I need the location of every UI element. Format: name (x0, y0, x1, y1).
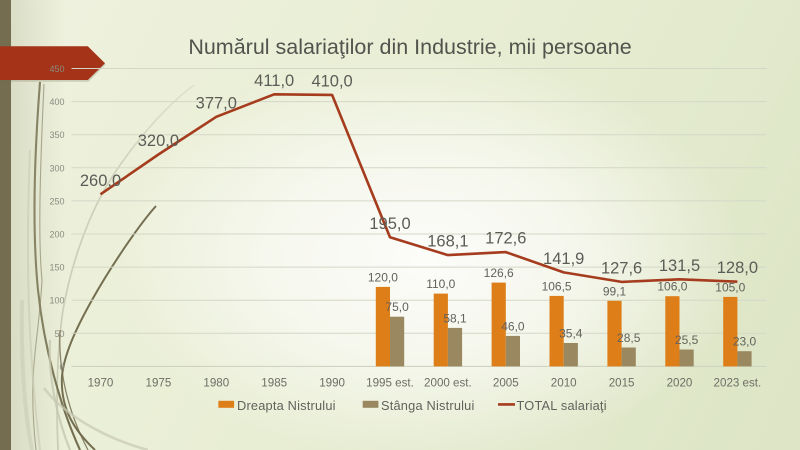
svg-text:128,0: 128,0 (717, 259, 758, 277)
svg-text:1985: 1985 (261, 377, 287, 390)
svg-text:106,0: 106,0 (657, 280, 687, 294)
svg-text:260,0: 260,0 (80, 172, 121, 190)
svg-text:35,4: 35,4 (559, 327, 583, 341)
svg-text:58,1: 58,1 (443, 311, 467, 325)
svg-text:172,6: 172,6 (485, 230, 526, 248)
svg-text:2023 est.: 2023 est. (714, 377, 762, 390)
svg-text:300: 300 (49, 163, 64, 173)
svg-text:1990: 1990 (319, 377, 345, 390)
svg-text:110,0: 110,0 (426, 277, 455, 291)
svg-text:28,5: 28,5 (617, 331, 641, 345)
svg-text:2000 est.: 2000 est. (424, 377, 472, 390)
svg-text:1970: 1970 (88, 377, 114, 390)
svg-text:400: 400 (49, 97, 64, 107)
svg-text:350: 350 (49, 130, 64, 140)
svg-text:Stânga Nistrului: Stânga Nistrului (381, 398, 475, 413)
svg-text:377,0: 377,0 (196, 94, 237, 112)
svg-text:1975: 1975 (146, 377, 172, 390)
svg-text:TOTAL salariaţi: TOTAL salariaţi (517, 398, 607, 413)
svg-text:105,0: 105,0 (715, 280, 745, 294)
svg-text:120,0: 120,0 (368, 270, 398, 284)
svg-text:1980: 1980 (203, 377, 229, 390)
svg-text:250: 250 (49, 196, 64, 206)
svg-text:150: 150 (49, 263, 64, 273)
svg-text:200: 200 (49, 230, 64, 240)
svg-text:450: 450 (49, 64, 64, 74)
svg-text:Numărul salariaţilor din Indus: Numărul salariaţilor din Industrie, mii … (188, 35, 631, 59)
svg-text:Dreapta Nistrului: Dreapta Nistrului (237, 398, 336, 413)
svg-text:25,5: 25,5 (675, 333, 699, 347)
svg-text:2005: 2005 (493, 377, 519, 390)
svg-text:141,9: 141,9 (543, 250, 584, 268)
svg-text:23,0: 23,0 (733, 335, 757, 349)
svg-text:46,0: 46,0 (501, 319, 525, 333)
svg-text:75,0: 75,0 (385, 300, 409, 314)
svg-text:131,5: 131,5 (659, 257, 700, 275)
svg-text:411,0: 411,0 (254, 72, 294, 90)
svg-text:1995 est.: 1995 est. (366, 377, 414, 390)
svg-text:126,6: 126,6 (484, 266, 514, 280)
svg-text:100: 100 (49, 296, 64, 306)
svg-text:2020: 2020 (667, 377, 693, 390)
svg-text:320,0: 320,0 (138, 132, 179, 150)
svg-text:106,5: 106,5 (542, 279, 572, 293)
svg-text:127,6: 127,6 (601, 259, 642, 277)
svg-text:0: 0 (59, 362, 64, 372)
svg-text:2010: 2010 (551, 377, 577, 390)
svg-text:50: 50 (54, 329, 64, 339)
svg-text:2015: 2015 (609, 377, 635, 390)
svg-text:168,1: 168,1 (427, 233, 468, 251)
svg-text:410,0: 410,0 (311, 72, 352, 90)
svg-text:195,0: 195,0 (369, 215, 410, 233)
svg-text:99,1: 99,1 (603, 284, 627, 298)
